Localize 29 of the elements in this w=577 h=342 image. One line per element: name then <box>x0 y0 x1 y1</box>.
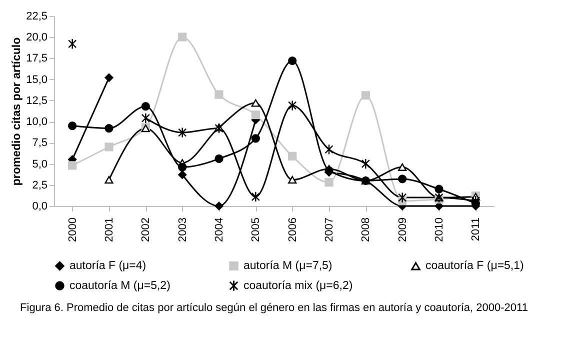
x-tick-label: 2003 <box>176 218 189 242</box>
y-tick-label: 20,0 <box>26 32 48 44</box>
x-tick-label: 2004 <box>214 218 226 242</box>
y-tick-label: 5,0 <box>32 158 48 170</box>
x-tick-label: 2007 <box>324 218 336 242</box>
text: Figura 6. Promedio de citas por artículo según el género en las firmas en autoría y coautoría, 2000-2011 <box>20 302 528 314</box>
x-tick-label: 2011 <box>470 218 482 242</box>
y-tick-label: 0,0 <box>32 200 48 212</box>
y-tick-label: 22,5 <box>26 10 48 22</box>
x-tick-label: 2005 <box>250 218 262 242</box>
y-tick-label: 7,5 <box>32 137 48 150</box>
x-tick-label: 2010 <box>434 218 446 242</box>
x-tick-label: 2009 <box>396 218 409 242</box>
y-tick-label: 17,5 <box>26 52 48 65</box>
y-axis-title: promedio citas por artículo <box>11 37 24 186</box>
x-tick-label: 2006 <box>286 218 299 242</box>
x-tick-label: 2000 <box>66 218 79 242</box>
y-tick-label: 10,0 <box>26 116 48 128</box>
legend-label: autoría F (μ=4) <box>70 260 146 272</box>
y-tick-label: 12,5 <box>26 94 48 107</box>
legend-label: coautoría M (μ=5,2) <box>70 280 171 292</box>
legend-label: autoría M (μ=7,5) <box>244 260 332 272</box>
y-tick-label: 2,5 <box>32 179 48 192</box>
y-tick-label: 15,0 <box>26 74 48 86</box>
x-tick-label: 2008 <box>360 218 372 242</box>
x-tick-label: 2001 <box>104 218 116 242</box>
x-tick-label: 2002 <box>140 218 152 242</box>
legend-label: coautoría F (μ=5,1) <box>426 260 524 272</box>
legend-label: coautoría mix (μ=6,2) <box>244 280 353 292</box>
